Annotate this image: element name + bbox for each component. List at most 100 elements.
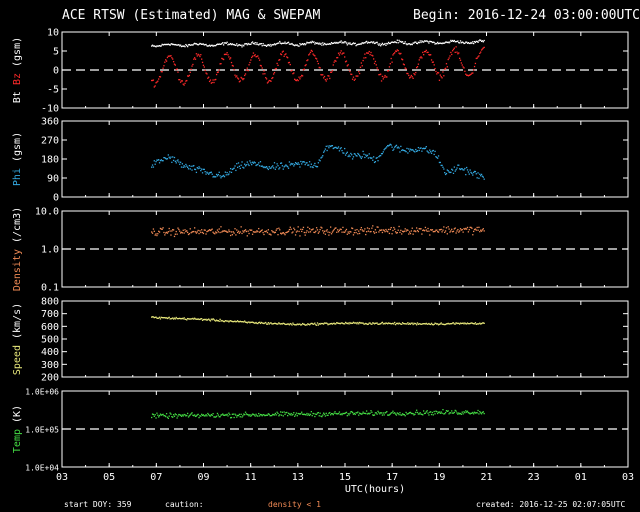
density-density-point [440,228,442,231]
mag-bz-point [164,61,166,63]
mag-bt-point [436,43,438,45]
mag-bz-point [469,74,471,76]
mag-bt-point [395,41,398,44]
mag-bt-point [237,44,240,46]
mag-bz-point [203,66,205,68]
density-density-point [436,229,438,231]
phi-phi-point [389,143,391,145]
mag-bt-point [292,44,294,46]
speed-speed-point [235,321,237,323]
speed-speed-point [356,323,358,325]
phi-phi-point [359,156,362,158]
speed-speed-point [372,322,374,324]
phi-phi-point [191,169,193,171]
density-density-point [261,229,263,231]
phi-phi-point [174,160,177,162]
density-density-point [171,230,173,232]
temp-temp-point [199,415,201,417]
mag-bt-point [158,45,160,47]
density-density-point [323,230,326,232]
density-density-point [416,229,419,232]
mag-bt-point [386,42,388,45]
mag-bz-point [459,59,462,61]
mag-ytick-label: -5 [47,85,59,96]
density-density-point [266,231,269,234]
mag-bz-point [192,63,194,66]
temp-temp-point [284,413,286,416]
density-density-point [381,231,384,234]
speed-speed-point [332,322,334,325]
speed-speed-point [364,323,366,325]
phi-phi-point [177,159,179,161]
speed-speed-point [158,317,160,319]
speed-speed-point [187,318,190,320]
x-tick-label: 21 [480,472,492,483]
phi-phi-point [360,157,363,160]
temp-temp-point [160,414,162,416]
phi-phi-point [278,168,280,170]
temp-temp-point [296,415,298,417]
mag-bt-point [477,41,479,43]
mag-bz-point [215,78,217,81]
density-density-point [442,229,444,231]
speed-speed-point [192,317,194,320]
mag-bt-point [286,42,288,45]
mag-bt-point [384,42,386,45]
mag-bt-point [179,45,181,47]
phi-phi-point [237,162,240,164]
mag-bt-point [429,40,431,43]
mag-bt-point [473,42,475,45]
phi-phi-point [342,152,344,154]
speed-speed-point [221,319,223,322]
temp-temp-point [218,416,220,418]
mag-bt-point [197,44,199,46]
temp-temp-point [413,414,415,416]
density-density-point [182,229,184,231]
mag-bt-point [236,45,239,47]
density-density-point [301,230,303,233]
speed-speed-point [199,318,201,321]
phi-phi-point [201,172,204,174]
density-density-point [283,232,285,235]
phi-phi-point [324,148,327,150]
phi-phi-point [287,167,290,169]
mag-bt-point [185,43,187,46]
speed-speed-point [405,323,407,325]
mag-bz-point [391,61,393,63]
mag-bt-point [201,43,203,45]
temp-temp-point [465,410,467,412]
mag-bt-point [335,42,337,44]
density-density-point [351,227,354,230]
mag-bt-point [370,41,372,43]
temp-temp-point [244,414,246,416]
density-density-point [178,228,180,231]
temp-temp-point [415,411,417,414]
density-density-point [480,229,482,231]
speed-speed-point [441,323,443,325]
temp-temp-point [208,415,211,417]
mag-bz-point [387,70,389,72]
temp-temp-point [374,412,377,414]
speed-speed-point [172,318,175,320]
mag-bt-point [258,44,260,46]
mag-bz-point [268,79,270,82]
mag-bt-point [177,44,179,46]
density-density-point [289,226,291,228]
temp-temp-point [194,415,197,418]
mag-bt-point [175,44,177,46]
density-density-point [200,231,202,234]
temp-temp-point [252,413,255,416]
speed-speed-point [462,322,464,324]
speed-speed-point [437,324,440,326]
mag-bt-point [251,41,254,43]
density-density-point [201,231,204,234]
density-density-point [420,228,422,230]
mag-bz-point [360,62,363,64]
speed-speed-point [242,321,244,323]
mag-bz-point [426,51,428,54]
mag-bz-point [244,73,247,75]
density-density-point [321,227,323,229]
mag-bt-point [188,43,191,46]
density-density-point [348,232,350,235]
mag-bz-point [178,79,180,81]
